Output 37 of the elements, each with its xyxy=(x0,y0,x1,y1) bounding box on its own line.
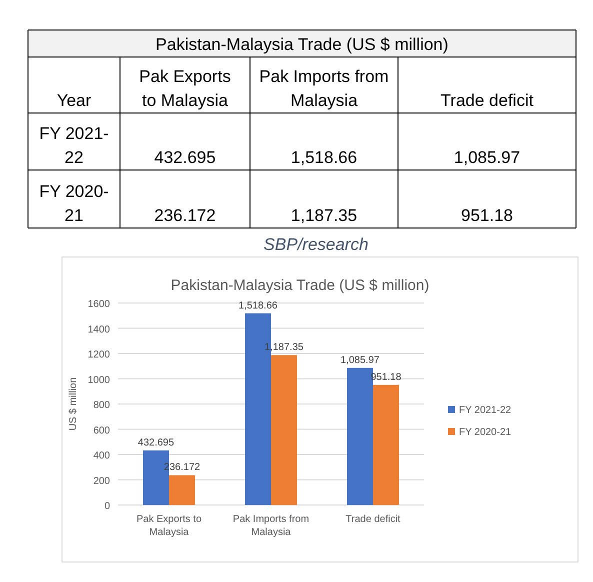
text: Year xyxy=(56,91,92,110)
x-tick-label: Pak Imports from Malaysia xyxy=(232,514,310,538)
y-tick-label: 600 xyxy=(93,425,110,436)
text: Pakistan-Malaysia Trade (US $ million) xyxy=(156,35,448,54)
legend-label: FY 2020-21 xyxy=(459,427,512,438)
text: FY 2020-21 xyxy=(39,182,109,225)
text: 432.695 xyxy=(154,148,216,167)
legend-label: FY 2021-22 xyxy=(459,405,512,416)
text: 1,085.97 xyxy=(454,148,520,167)
x-tick-label: Trade deficit xyxy=(346,514,401,525)
y-tick-label: 400 xyxy=(93,450,110,462)
bar xyxy=(373,384,400,505)
bar xyxy=(346,368,373,505)
text: 1,187.35 xyxy=(290,206,358,225)
text: FY 2021-22 xyxy=(39,124,109,167)
y-tick-label: 1200 xyxy=(88,350,110,360)
category-label: Trade deficit xyxy=(440,91,534,110)
text: 951.18 xyxy=(461,206,513,225)
data-label: 432.695 xyxy=(138,437,175,448)
text: 1,518.66 xyxy=(290,148,358,167)
y-tick-label: 800 xyxy=(93,400,110,411)
x-tick-label: Pak Exports to Malaysia xyxy=(136,514,202,538)
y-axis-title: US $ million xyxy=(68,377,79,431)
bar xyxy=(169,475,196,505)
data-label: 1,085.97 xyxy=(340,354,380,366)
y-tick-label: 1400 xyxy=(88,324,110,336)
chart-title: Pakistan-Malaysia Trade (US $ million) xyxy=(170,277,430,294)
data-label: 1,518.66 xyxy=(238,300,278,312)
bar xyxy=(271,355,298,505)
text: SBP/research xyxy=(264,235,368,254)
category-label: Pak Imports from Malaysia xyxy=(259,67,389,110)
category-label: Pak Exports to Malaysia xyxy=(139,67,231,110)
text: 236.172 xyxy=(154,206,216,225)
y-tick-label: 200 xyxy=(93,476,110,487)
y-tick-label: 0 xyxy=(104,501,110,512)
y-tick-label: 1000 xyxy=(88,374,110,386)
y-tick-label: 1600 xyxy=(88,299,110,310)
